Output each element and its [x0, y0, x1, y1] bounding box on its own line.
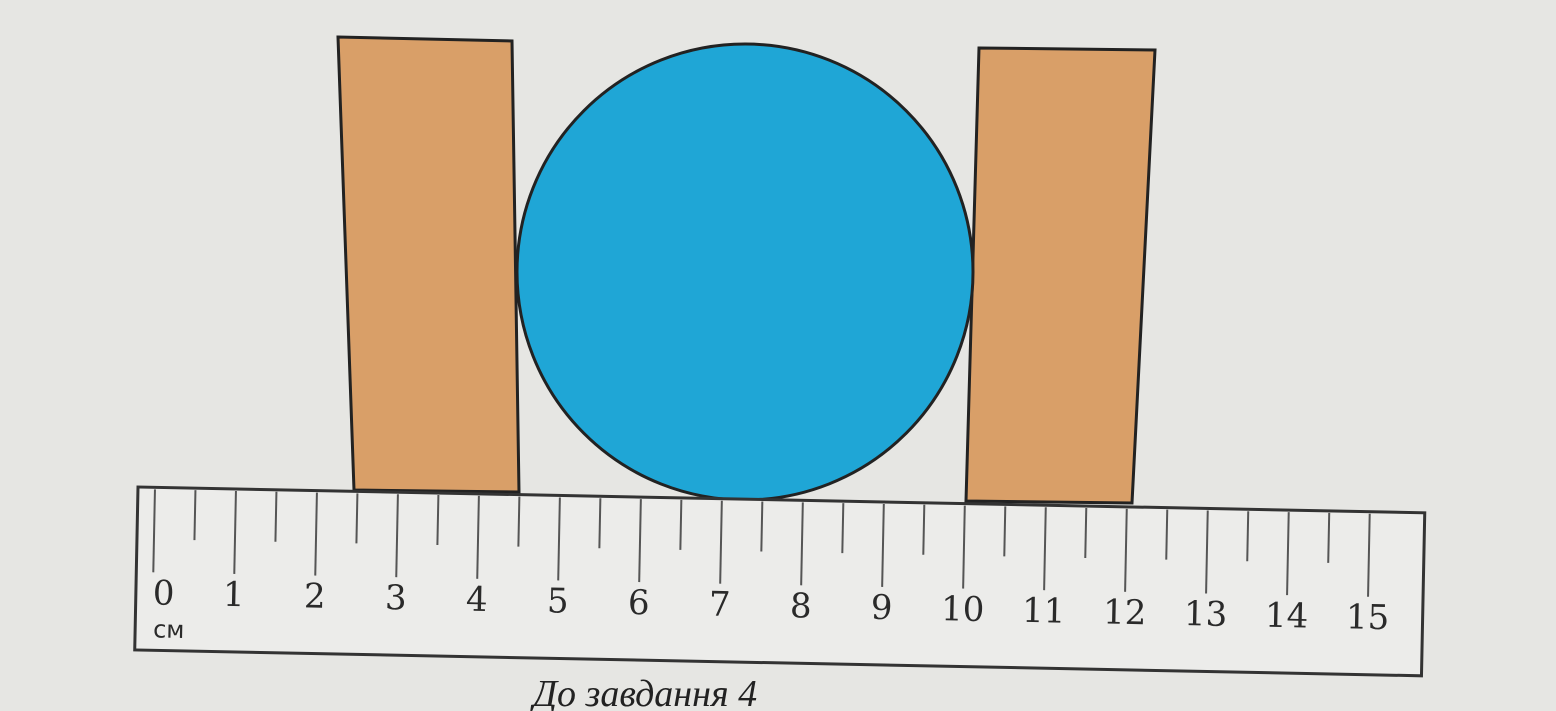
half-tick	[841, 503, 845, 554]
cm-tick	[476, 495, 480, 579]
cm-tick	[962, 505, 966, 589]
cm-tick	[314, 492, 318, 576]
ruler-label: 0	[152, 573, 174, 613]
ruler-label: 15	[1346, 597, 1390, 638]
ruler-label: 6	[628, 583, 650, 623]
ruler: см 0 1 2 3 4 5 6 7 8 9 10 11 12 13 14 15	[133, 485, 1427, 678]
ruler-label: 12	[1103, 592, 1147, 633]
cm-tick	[1043, 507, 1047, 591]
cm-tick	[1205, 510, 1209, 594]
half-tick	[760, 501, 764, 552]
cm-tick	[1367, 513, 1371, 597]
ruler-label: 13	[1184, 594, 1228, 635]
unit-label: см	[153, 615, 185, 644]
ruler-label: 10	[941, 589, 985, 630]
half-tick	[355, 493, 359, 544]
half-tick	[436, 495, 440, 546]
half-tick	[193, 490, 197, 541]
half-tick	[1084, 508, 1088, 559]
ruler-label: 3	[385, 578, 407, 618]
ruler-label: 9	[871, 588, 893, 628]
ruler-label: 4	[466, 580, 488, 620]
half-tick	[922, 504, 926, 555]
half-tick	[679, 499, 683, 550]
ruler-label: 1	[223, 575, 245, 615]
half-tick	[1165, 509, 1169, 560]
ruler-label: 5	[547, 581, 569, 621]
ball	[515, 42, 975, 502]
half-tick	[1246, 511, 1250, 562]
cm-tick	[1286, 512, 1290, 596]
half-tick	[517, 496, 521, 547]
cm-tick	[800, 502, 804, 586]
half-tick	[1003, 506, 1007, 557]
ruler-label: 11	[1022, 591, 1066, 632]
cm-tick	[719, 500, 723, 584]
half-tick	[598, 498, 602, 549]
ruler-label: 7	[709, 584, 731, 624]
ruler-label: 14	[1265, 596, 1309, 637]
cm-tick	[638, 499, 642, 583]
cm-tick	[395, 494, 399, 578]
right-block	[964, 46, 1157, 505]
cm-tick	[152, 489, 156, 573]
half-tick	[274, 491, 278, 542]
cm-tick	[881, 503, 885, 587]
cm-tick	[557, 497, 561, 581]
ruler-label: 8	[790, 586, 812, 626]
half-tick	[1327, 512, 1331, 563]
left-block	[336, 35, 521, 494]
ruler-label: 2	[304, 576, 326, 616]
cm-tick	[1124, 508, 1128, 592]
ruler-body	[133, 485, 1427, 678]
cm-tick	[233, 490, 237, 574]
caption: До завдання 4	[530, 673, 757, 711]
